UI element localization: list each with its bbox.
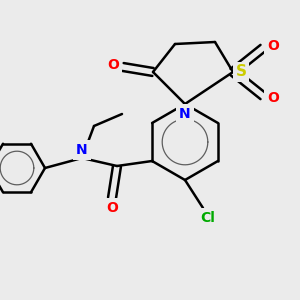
Text: N: N [179, 107, 191, 121]
Text: O: O [267, 39, 279, 53]
Text: O: O [107, 58, 119, 72]
Text: O: O [106, 201, 118, 215]
Text: Cl: Cl [201, 211, 215, 225]
Text: N: N [76, 143, 88, 157]
Text: S: S [236, 64, 247, 80]
Text: O: O [267, 91, 279, 105]
